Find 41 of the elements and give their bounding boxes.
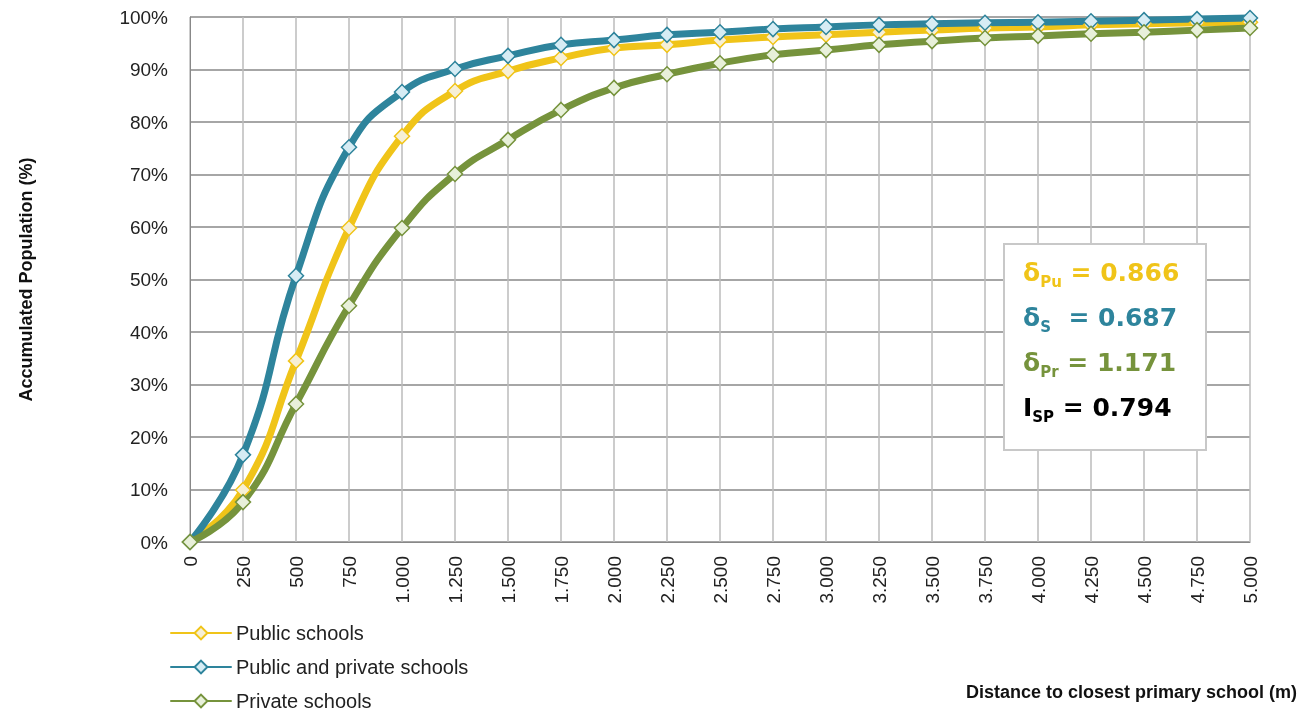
x-tick-label: 500 xyxy=(285,556,307,588)
x-tick-label: 3.750 xyxy=(974,556,996,604)
legend-label: Public schools xyxy=(236,622,364,644)
y-tick-label: 80% xyxy=(129,111,169,133)
annotation: I$_{SP}$ = 0.794 xyxy=(1023,392,1173,428)
y-tick-label: 30% xyxy=(129,374,169,395)
x-tick-label: 2.750 xyxy=(762,556,784,604)
x-tick-label: 5.000 xyxy=(1239,556,1261,604)
y-tick-label: 90% xyxy=(129,59,169,80)
x-tick-label: 1.750 xyxy=(550,556,572,604)
annotation: δ$_{Pr}$ = 1.171 xyxy=(1023,347,1178,383)
legend-label: Public and private schools xyxy=(236,656,469,678)
x-tick-label: 2.250 xyxy=(656,556,678,604)
y-tick-label: 100% xyxy=(119,6,169,28)
x-tick-label: 1.000 xyxy=(391,556,413,604)
x-tick-label: 2.000 xyxy=(603,556,625,604)
x-tick-label: 4.750 xyxy=(1186,556,1208,604)
x-tick-label: 2.500 xyxy=(709,556,731,604)
x-tick-label: 1.250 xyxy=(444,556,466,604)
y-tick-label: 20% xyxy=(129,426,169,448)
x-tick-label: 4.000 xyxy=(1027,556,1049,604)
y-tick-label: 60% xyxy=(129,216,169,238)
x-tick-label: 3.250 xyxy=(868,556,890,604)
y-axis-title: Accumulated Population (%) xyxy=(16,157,36,402)
x-tick-label: 4.500 xyxy=(1133,556,1155,604)
y-tick-label: 0% xyxy=(140,531,169,553)
y-tick-label: 40% xyxy=(129,321,169,343)
x-tick-label: 1.500 xyxy=(497,556,519,604)
x-tick-label: 3.500 xyxy=(921,556,943,604)
legend-label: Private schools xyxy=(236,690,372,712)
annotation: δ$_{S}$ = 0.687 xyxy=(1023,302,1179,338)
x-tick-label: 0 xyxy=(179,556,201,567)
x-tick-label: 3.000 xyxy=(815,556,837,604)
y-tick-label: 10% xyxy=(129,479,169,500)
annotation: δ$_{Pu}$ = 0.866 xyxy=(1023,257,1180,293)
y-tick-label: 50% xyxy=(129,269,169,290)
x-tick-label: 4.250 xyxy=(1080,556,1102,604)
x-tick-label: 750 xyxy=(338,556,360,588)
x-axis-title: Distance to closest primary school (m) xyxy=(965,682,1298,702)
x-tick-label: 250 xyxy=(232,556,254,588)
y-tick-label: 70% xyxy=(129,164,169,185)
